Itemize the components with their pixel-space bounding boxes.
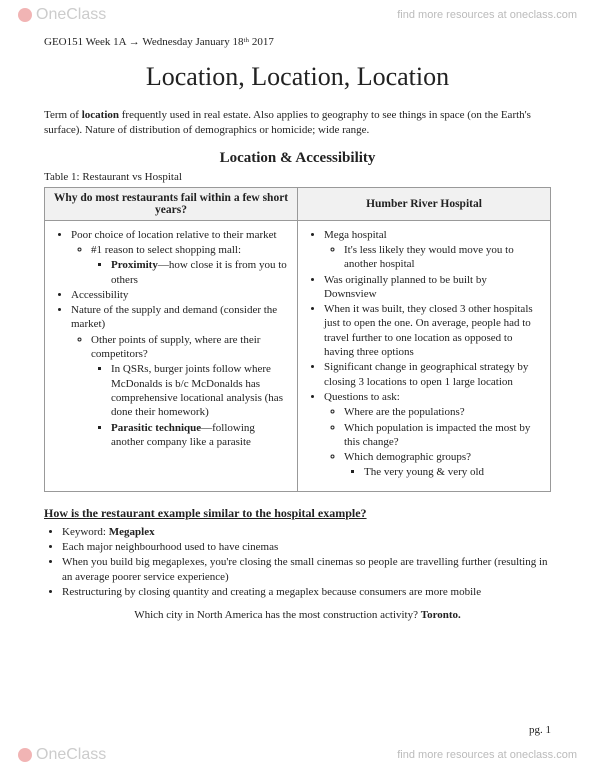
list-item: Proximity—how close it is from you to ot… — [111, 258, 289, 287]
watermark-tagline: find more resources at oneclass.com — [397, 749, 577, 761]
logo-dot-icon — [18, 8, 32, 22]
list-item: Restructuring by closing quantity and cr… — [62, 585, 551, 599]
list-item: Which population is impacted the most by… — [344, 421, 542, 450]
list-item: Other points of supply, where are their … — [91, 333, 289, 449]
document-page: GEO151 Week 1A → Wednesday January 18ᵗʰ … — [0, 0, 595, 661]
list-item: Parasitic technique—following another co… — [111, 421, 289, 450]
list-item: When it was built, they closed 3 other h… — [324, 302, 542, 359]
list-item: In QSRs, burger joints follow where McDo… — [111, 362, 289, 419]
subsection-heading: How is the restaurant example similar to… — [44, 506, 551, 521]
table-col1-header: Why do most restaurants fail within a fe… — [45, 187, 298, 220]
brand-logo: OneClass — [18, 6, 106, 24]
list-item: Which demographic groups? The very young… — [344, 450, 542, 480]
table-caption: Table 1: Restaurant vs Hospital — [44, 171, 551, 183]
list-item: Nature of the supply and demand (conside… — [71, 303, 289, 449]
list-item: Was originally planned to be built by Do… — [324, 273, 542, 302]
table-col2-header: Humber River Hospital — [298, 187, 551, 220]
brand-text: OneClass — [36, 746, 106, 764]
intro-paragraph: Term of location frequently used in real… — [44, 108, 551, 138]
watermark-top: OneClass find more resources at oneclass… — [0, 0, 595, 30]
page-title: Location, Location, Location — [44, 62, 551, 92]
closing-line: Which city in North America has the most… — [44, 609, 551, 621]
list-item: Keyword: Megaplex — [62, 525, 551, 539]
list-item: Questions to ask: Where are the populati… — [324, 390, 542, 480]
table-col2-cell: Mega hospital It's less likely they woul… — [298, 220, 551, 491]
table-col1-cell: Poor choice of location relative to thei… — [45, 220, 298, 491]
page-number: pg. 1 — [529, 724, 551, 736]
course-header: GEO151 Week 1A → Wednesday January 18ᵗʰ … — [44, 36, 551, 48]
comparison-table: Why do most restaurants fail within a fe… — [44, 187, 551, 492]
brand-text: OneClass — [36, 6, 106, 24]
list-item: #1 reason to select shopping mall: Proxi… — [91, 243, 289, 287]
brand-logo: OneClass — [18, 746, 106, 764]
watermark-bottom: OneClass find more resources at oneclass… — [0, 740, 595, 770]
list-item: It's less likely they would move you to … — [344, 243, 542, 272]
list-item: Mega hospital It's less likely they woul… — [324, 228, 542, 272]
list-item: Significant change in geographical strat… — [324, 360, 542, 389]
subsection-list: Keyword: Megaplex Each major neighbourho… — [44, 525, 551, 599]
list-item: The very young & very old — [364, 465, 542, 479]
list-item: Where are the populations? — [344, 405, 542, 419]
list-item: Each major neighbourhood used to have ci… — [62, 540, 551, 554]
list-item: Accessibility — [71, 288, 289, 302]
watermark-tagline: find more resources at oneclass.com — [397, 9, 577, 21]
section-heading: Location & Accessibility — [44, 150, 551, 167]
list-item: Poor choice of location relative to thei… — [71, 228, 289, 287]
logo-dot-icon — [18, 748, 32, 762]
list-item: When you build big megaplexes, you're cl… — [62, 555, 551, 584]
